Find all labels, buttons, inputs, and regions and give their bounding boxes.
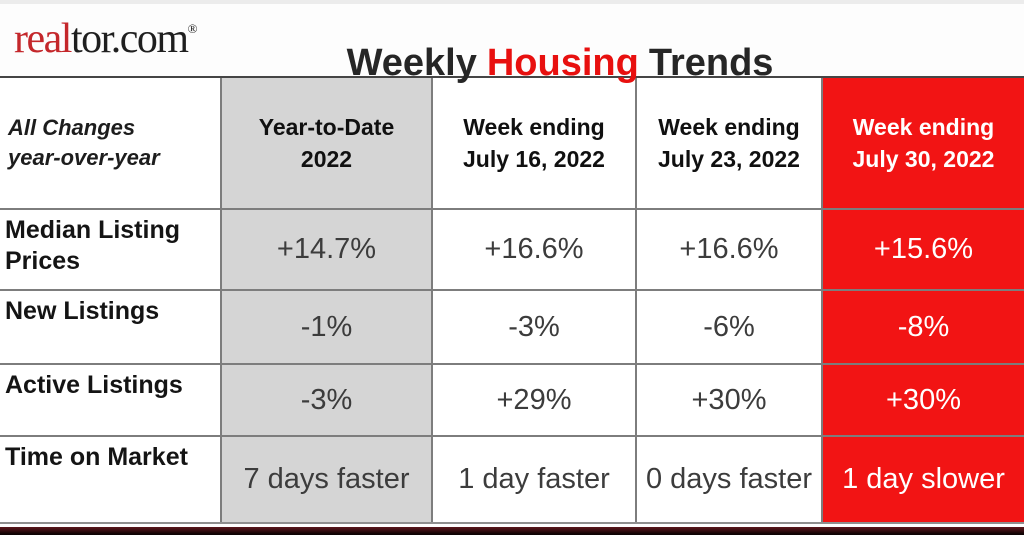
header-banner: realtor.com® Weekly Housing Trends xyxy=(0,4,1024,84)
column-header-ytd-2022: Year-to-Date 2022 xyxy=(222,78,431,208)
value-cell: 7 days faster xyxy=(222,437,431,522)
title-trends: Trends xyxy=(648,42,774,85)
column-header-july-30: Week ending July 30, 2022 xyxy=(823,78,1024,208)
row-label-time-on-market: Time on Market xyxy=(0,437,220,522)
value-cell: +30% xyxy=(637,365,821,435)
row-label-median-listing-prices: Median Listing Prices xyxy=(0,210,220,289)
value-cell: +30% xyxy=(823,365,1024,435)
value-cell: 1 day slower xyxy=(823,437,1024,522)
column-header-july-23: Week ending July 23, 2022 xyxy=(637,78,821,208)
column-header-july-16: Week ending July 16, 2022 xyxy=(433,78,635,208)
top-edge-strip xyxy=(0,0,1024,4)
value-cell: 0 days faster xyxy=(637,437,821,522)
title-housing: Housing xyxy=(486,42,639,85)
value-cell: -6% xyxy=(637,291,821,363)
title-weekly: Weekly xyxy=(346,42,477,85)
footer-maroon-bar xyxy=(0,527,1024,535)
value-cell: -8% xyxy=(823,291,1024,363)
corner-header: All Changes year-over-year xyxy=(0,78,220,208)
page-title: Weekly Housing Trends xyxy=(347,42,774,85)
value-cell: +15.6% xyxy=(823,210,1024,289)
value-cell: +29% xyxy=(433,365,635,435)
value-cell: -3% xyxy=(222,365,431,435)
table-footer-gap xyxy=(0,524,1024,527)
value-cell: -3% xyxy=(433,291,635,363)
value-cell: -1% xyxy=(222,291,431,363)
logo-torcom-text: tor.com xyxy=(70,16,189,63)
registered-trademark-symbol: ® xyxy=(187,21,198,37)
row-label-active-listings: Active Listings xyxy=(0,365,220,435)
value-cell: +14.7% xyxy=(222,210,431,289)
value-cell: 1 day faster xyxy=(433,437,635,522)
row-label-new-listings: New Listings xyxy=(0,291,220,363)
logo-real-text: real xyxy=(14,16,72,63)
housing-trends-table: All Changes year-over-year Year-to-Date … xyxy=(0,76,1024,524)
value-cell: +16.6% xyxy=(637,210,821,289)
value-cell: +16.6% xyxy=(433,210,635,289)
realtor-logo: realtor.com® xyxy=(14,15,198,63)
